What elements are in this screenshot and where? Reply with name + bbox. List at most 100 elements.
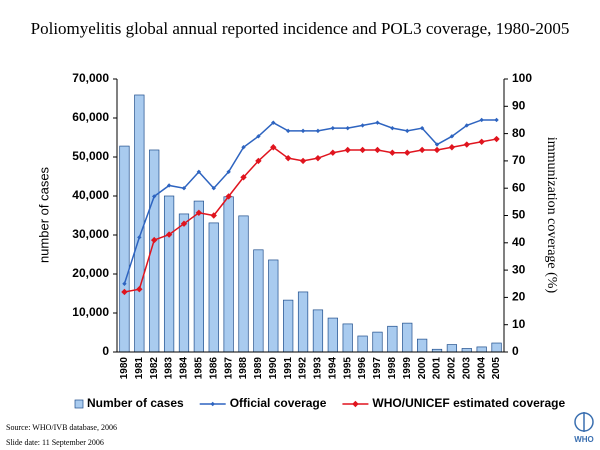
bar [327, 317, 338, 353]
x-tick-label: 1988 [238, 357, 249, 380]
marker [299, 157, 307, 165]
marker [210, 212, 217, 219]
marker [284, 154, 292, 162]
marker [122, 281, 127, 286]
marker [181, 186, 187, 191]
marker [433, 146, 441, 154]
marker [226, 169, 231, 175]
y-tick-label: 30,000 [72, 227, 109, 241]
bar [238, 215, 249, 353]
x-tick-label: 1993 [313, 357, 324, 380]
x-tick-label: 1981 [134, 357, 145, 380]
x-tick-label: 1998 [387, 357, 398, 380]
marker [195, 209, 203, 216]
logo-text: WHO [574, 435, 594, 444]
bar [297, 291, 309, 353]
bar [476, 346, 487, 353]
marker [211, 186, 216, 191]
marker [121, 288, 128, 296]
slide-date: Slide date: 11 September 2006 [6, 438, 104, 447]
marker [390, 125, 395, 131]
y2-tick-label: 50 [512, 208, 526, 222]
y-tick-label: 0 [102, 344, 109, 358]
x-tick-label: 2003 [461, 357, 472, 380]
x-tick-label: 1995 [342, 357, 353, 380]
y2-tick-label: 30 [512, 262, 526, 276]
bar [312, 309, 324, 353]
marker [255, 157, 262, 165]
bar [178, 213, 190, 353]
marker [241, 145, 246, 150]
marker [464, 123, 469, 128]
marker [359, 146, 366, 154]
who-logo: WHO [574, 412, 594, 444]
marker [330, 125, 336, 131]
marker [152, 194, 157, 199]
bar [119, 145, 130, 353]
bar [491, 342, 502, 353]
bar [193, 200, 204, 353]
legend-label: Number of cases [87, 396, 184, 410]
y-axis-label: number of cases [36, 166, 51, 263]
marker [448, 144, 456, 151]
y2-tick-label: 100 [512, 71, 532, 85]
bar [417, 338, 428, 353]
marker [344, 146, 351, 154]
marker [225, 193, 232, 200]
x-tick-label: 1997 [372, 357, 383, 380]
x-tick-label: 1989 [253, 357, 264, 380]
y2-tick-label: 70 [512, 153, 526, 167]
x-tick-label: 1982 [149, 357, 160, 380]
marker [136, 286, 143, 293]
marker [285, 128, 291, 134]
marker [389, 149, 396, 156]
x-tick-label: 1996 [357, 357, 368, 380]
x-tick-label: 2005 [491, 357, 502, 380]
y-tick-label: 40,000 [72, 188, 109, 202]
x-tick-label: 1980 [119, 357, 130, 380]
legend-marker [352, 400, 359, 408]
marker [479, 117, 484, 123]
marker [494, 117, 499, 123]
bar [342, 323, 353, 353]
y2-tick-label: 90 [512, 98, 526, 112]
legend-label: WHO/UNICEF estimated coverage [372, 396, 565, 410]
marker [271, 120, 276, 125]
bar [223, 196, 234, 353]
bar [283, 299, 294, 353]
marker [434, 142, 440, 147]
y2-axis-label: immunization coverage (%) [544, 137, 559, 294]
marker [329, 149, 337, 156]
y2-tick-label: 40 [512, 235, 526, 249]
y2-tick-label: 80 [512, 126, 526, 140]
marker [493, 135, 500, 143]
legend-swatch [74, 399, 84, 409]
marker [196, 169, 202, 175]
marker [240, 174, 247, 181]
marker [374, 146, 381, 154]
x-tick-label: 1992 [298, 357, 309, 380]
y-tick-label: 60,000 [72, 110, 109, 124]
marker [270, 144, 277, 151]
marker [180, 220, 188, 227]
x-tick-label: 1983 [164, 357, 175, 380]
bar [446, 344, 458, 353]
marker [315, 128, 321, 134]
x-tick-label: 1984 [179, 357, 190, 380]
y2-tick-label: 0 [512, 344, 519, 358]
marker [137, 235, 142, 240]
x-tick-label: 1994 [327, 357, 338, 380]
legend-marker [210, 401, 215, 407]
marker [419, 125, 425, 131]
y2-tick-label: 10 [512, 317, 526, 331]
x-tick-label: 2000 [417, 357, 428, 380]
marker [165, 231, 173, 238]
bar [402, 322, 413, 353]
x-tick-label: 1999 [402, 357, 413, 380]
x-tick-label: 2004 [476, 357, 487, 380]
bar [461, 348, 472, 353]
bar [372, 331, 383, 353]
y-tick-label: 10,000 [72, 305, 109, 319]
marker [478, 138, 485, 145]
